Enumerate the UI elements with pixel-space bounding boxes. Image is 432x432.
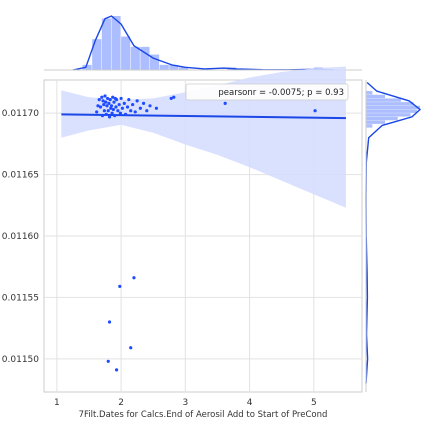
data-point: [112, 100, 116, 104]
y-histogram-bar: [366, 102, 414, 106]
x-tick-label: 3: [182, 398, 188, 408]
y-tick-label: 0.01160: [2, 232, 39, 242]
x-histogram-bar: [150, 54, 160, 70]
x-tick-label: 1: [54, 398, 60, 408]
data-point: [95, 110, 99, 114]
data-point: [114, 105, 118, 109]
data-point: [133, 110, 137, 114]
y-histogram-bar: [366, 105, 420, 110]
x-histogram-bar: [159, 64, 169, 70]
x-marginal-histogram: [44, 15, 362, 71]
data-point: [223, 101, 227, 105]
data-point: [107, 115, 112, 119]
data-point: [123, 112, 128, 116]
data-point: [111, 107, 115, 112]
data-point: [101, 99, 105, 103]
x-tick-label: 2: [118, 398, 124, 408]
data-point: [145, 109, 149, 113]
data-point: [100, 95, 104, 99]
data-point: [106, 96, 110, 101]
y-tick-label: 0.01150: [2, 355, 39, 365]
data-point: [106, 359, 110, 363]
data-point: [127, 98, 131, 102]
data-point: [110, 111, 114, 115]
y-histogram-bar: [366, 116, 398, 121]
data-point: [111, 95, 115, 99]
data-point: [113, 114, 117, 118]
data-point: [172, 95, 176, 99]
y-histogram-bar: [366, 120, 386, 124]
x-histogram-bar: [178, 67, 189, 70]
data-point: [102, 102, 106, 107]
y-tick-label: 0.01155: [2, 293, 39, 303]
data-point: [109, 104, 114, 108]
data-point: [125, 105, 130, 109]
data-point: [119, 96, 123, 101]
y-tick-label: 0.01170: [2, 109, 39, 119]
data-point: [103, 94, 107, 98]
data-point: [104, 112, 108, 116]
x-histogram-bar: [111, 16, 121, 70]
data-point: [98, 105, 103, 109]
data-point: [100, 114, 105, 118]
data-point: [104, 100, 108, 104]
data-point: [109, 106, 113, 110]
data-point: [129, 346, 133, 350]
data-point: [96, 104, 100, 108]
data-point: [107, 320, 112, 324]
data-point: [129, 109, 133, 113]
data-point: [118, 284, 122, 288]
x-histogram-bar: [92, 39, 102, 70]
data-point: [120, 106, 124, 110]
data-point: [117, 102, 121, 107]
x-histogram-bar: [130, 46, 140, 70]
y-histogram-bar: [366, 94, 386, 99]
x-histogram-bar: [101, 18, 111, 71]
data-point: [105, 104, 109, 108]
legend-box: [185, 83, 349, 101]
data-point: [118, 111, 123, 115]
data-point: [132, 276, 136, 280]
legend-text: pearsonr = -0.0075; p = 0.93: [218, 88, 344, 98]
x-histogram-bar: [82, 64, 92, 70]
x-histogram-bar: [121, 36, 131, 70]
data-point: [122, 101, 126, 105]
data-point: [106, 109, 110, 113]
data-point: [102, 109, 106, 113]
y-tick-label: 0.01165: [2, 171, 39, 181]
data-point: [107, 101, 111, 105]
data-point: [113, 96, 117, 101]
y-histogram-bar: [366, 91, 373, 95]
data-point: [154, 106, 159, 110]
data-point: [97, 98, 101, 102]
legend: pearsonr = -0.0075; p = 0.93: [185, 83, 349, 101]
data-point: [148, 104, 152, 108]
x-histogram-bar: [140, 46, 150, 70]
data-point: [114, 368, 119, 372]
data-point: [108, 98, 112, 102]
x-tick-label: 4: [247, 398, 253, 408]
x-tick-label: 5: [311, 398, 317, 408]
data-point: [313, 109, 317, 113]
data-point: [131, 102, 135, 107]
data-point: [141, 101, 146, 105]
data-point: [138, 106, 142, 110]
y-histogram-bar: [366, 113, 411, 117]
y-marginal-histogram: [365, 80, 422, 392]
confidence-band: [61, 66, 346, 208]
regression-line: [61, 113, 346, 120]
x-axis-label: 7Filt.Dates for Calcs.End of Aerosil Add…: [79, 410, 328, 420]
data-point: [169, 96, 173, 101]
y-marginal-kde-line: [365, 81, 422, 384]
main-plot: 0.01150 0.01155 0.01160 0.01165 0.01170 1 2 3 4…: [2, 66, 363, 420]
x-histogram-bar: [169, 64, 179, 70]
y-histogram-bar: [366, 124, 373, 128]
data-point: [135, 99, 139, 103]
data-point: [116, 109, 120, 113]
y-histogram-bar: [366, 98, 401, 102]
y-histogram-bar: [366, 109, 417, 113]
